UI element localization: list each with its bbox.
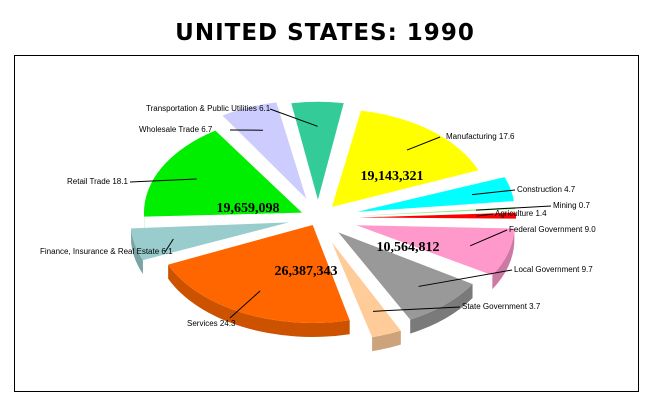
pie-slice-mining <box>357 207 516 216</box>
slice-value-label: 26,387,343 <box>275 264 338 279</box>
chart-frame <box>14 55 639 392</box>
slice-label: Federal Government 9.0 <box>509 225 596 234</box>
slice-label: Services 24.3 <box>187 319 236 328</box>
slice-label: Agriculture 1.4 <box>495 209 547 218</box>
leader-line-7 <box>372 306 461 312</box>
slice-label: Construction 4.7 <box>517 185 576 194</box>
pie-slice-state-government <box>331 242 401 338</box>
slice-label: Wholesale Trade 6.7 <box>139 125 213 134</box>
slice-label: Transportation & Public Utilities 6.1 <box>146 104 271 113</box>
leader-line-5 <box>469 229 508 247</box>
pie-slice-transportation-public-utilities <box>291 101 344 200</box>
pie-slice-side-7 <box>372 330 401 352</box>
leader-line-1 <box>406 136 441 151</box>
page-title: UNITED STATES: 1990 <box>175 20 475 46</box>
pie-slice-local-government <box>338 232 473 320</box>
slice-label: State Government 3.7 <box>462 302 541 311</box>
leader-line-3 <box>475 205 552 211</box>
leader-line-4 <box>476 213 494 217</box>
leader-line-9 <box>164 238 174 253</box>
pie-slice-construction <box>356 177 514 212</box>
pie-slice-side-6 <box>410 284 473 334</box>
leader-line-8 <box>229 290 261 319</box>
leader-line-2 <box>472 189 516 196</box>
pie-slice-services <box>168 224 350 323</box>
slice-value-label: 10,564,812 <box>377 240 440 255</box>
slice-label: Local Government 9.7 <box>514 265 593 274</box>
slice-label: Mining 0.7 <box>553 201 590 210</box>
pie-slice-finance-insurance-real-estate <box>131 222 289 261</box>
pie-slice-agriculture <box>357 212 516 219</box>
slice-label: Retail Trade 18.1 <box>67 177 128 186</box>
slice-label: Manufacturing 17.6 <box>446 132 515 141</box>
slice-value-label: 19,143,321 <box>361 169 424 184</box>
pie-slice-side-9 <box>131 228 143 275</box>
slice-value-label: 19,659,098 <box>217 201 280 216</box>
pie-slice-manufacturing <box>331 110 479 207</box>
leader-line-10 <box>129 178 197 183</box>
leader-line-12 <box>269 108 318 127</box>
pie-slice-retail-trade <box>143 130 302 217</box>
pie-slice-federal-government <box>356 225 515 276</box>
pie-slice-side-8 <box>168 264 350 337</box>
leader-line-6 <box>418 269 513 287</box>
pie-slice-wholesale-trade <box>222 102 307 199</box>
slice-label: Finance, Insurance & Real Estate 6.1 <box>40 247 173 256</box>
pie-slice-side-5 <box>492 228 515 290</box>
